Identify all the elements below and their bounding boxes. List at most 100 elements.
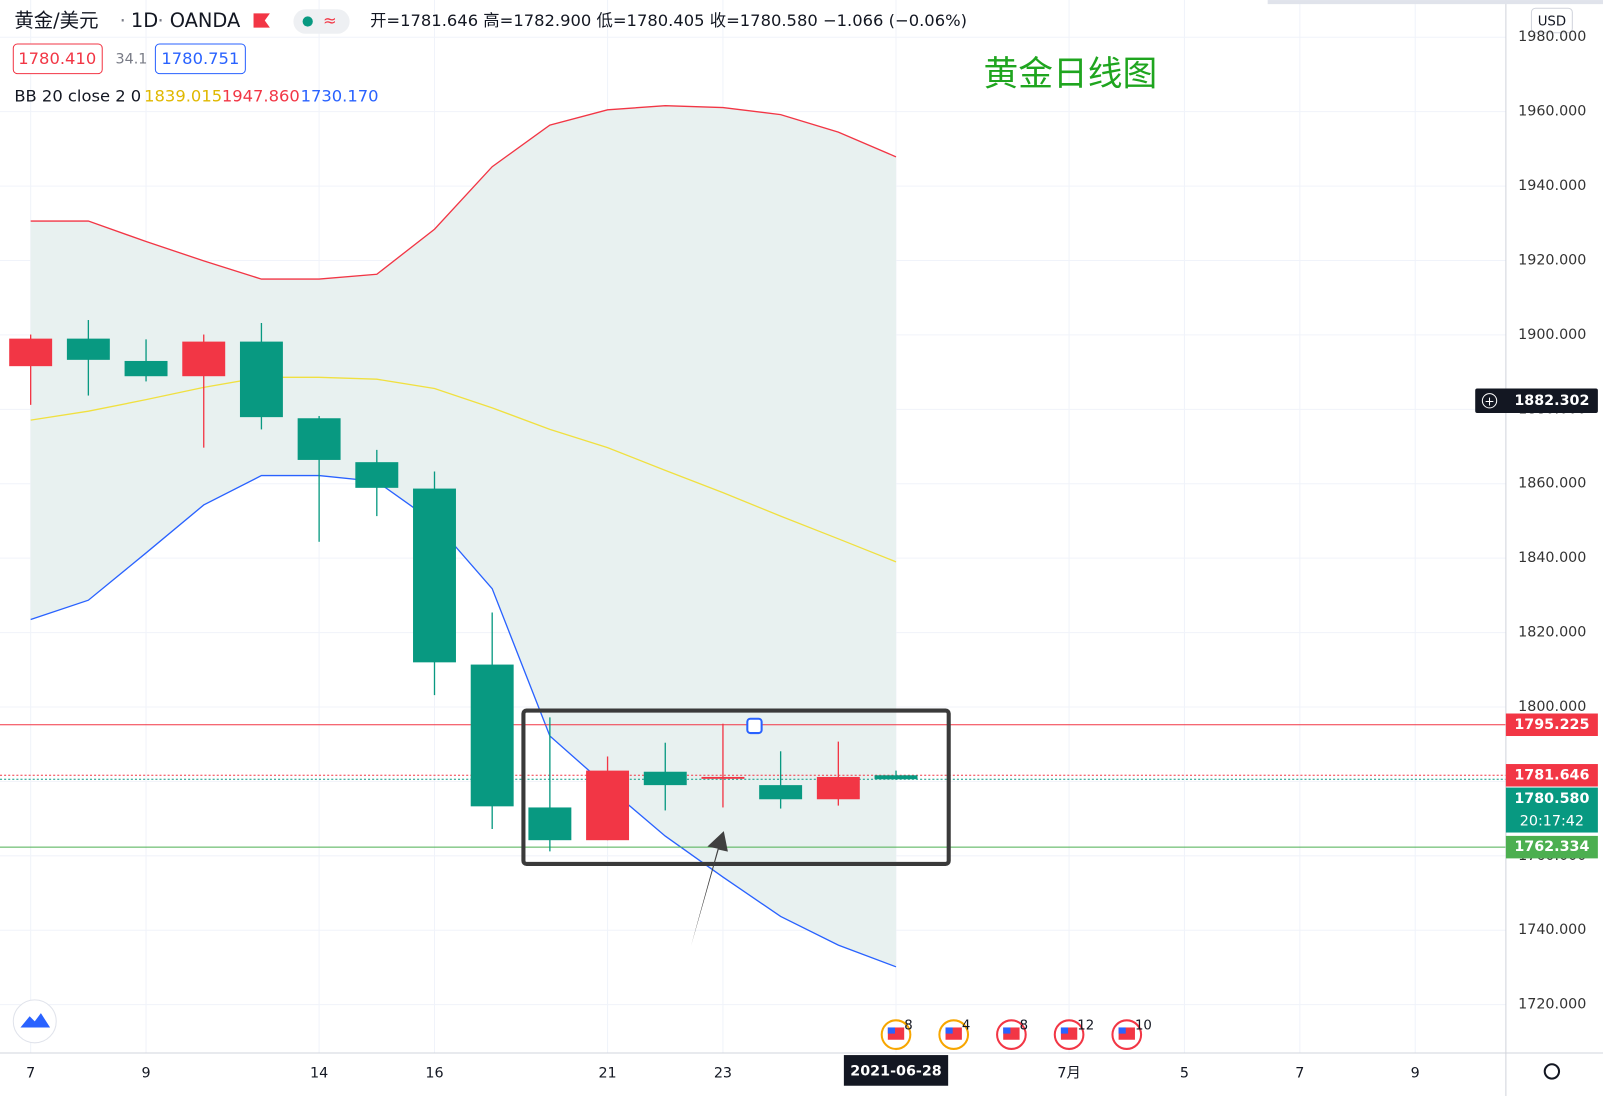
x-tick-label: 16 [425,1065,443,1081]
candle-body [413,488,456,663]
event[interactable]: 12 [1053,1018,1094,1050]
indicator-lower: 1730.170 [301,87,379,106]
band-line [30,376,897,563]
crosshair-plus: + [1484,394,1494,408]
event-flag [1060,1027,1069,1034]
ohlc: 开=1781.646 高=1782.900 低=1780.405 收=1780.… [370,11,967,30]
x-tick-label: 7 [26,1065,35,1081]
buy-price[interactable]: 1780.751 [161,49,239,68]
event-flag [945,1027,953,1034]
x-tick-label: 9 [141,1065,150,1081]
candle-body [297,418,341,460]
symbol: 黄金/美元 [14,9,98,32]
event-count: 4 [962,1018,970,1033]
plot [0,320,1506,852]
x-cursor-box [843,1055,949,1086]
x-tick-label: 2021-06-28 [850,1063,942,1079]
event-count: 8 [1020,1018,1028,1033]
price-label: 1781.646 [1514,767,1589,783]
buy-button[interactable] [154,43,246,75]
crosshair-add [1481,393,1498,409]
indicator-name: BB 20 close 2 0 [14,87,141,106]
price-label-box [1505,713,1598,737]
y-tick-label: 1900.000 [1518,327,1586,343]
crosshair-label: 1882.302 [1514,393,1589,409]
event[interactable]: 10 [1111,1018,1152,1050]
y-tick-label: 1920.000 [1518,252,1586,268]
x-tick-label: 7月 [1057,1065,1080,1081]
candle-body [643,771,687,786]
band-line [30,474,897,968]
event[interactable]: 8 [996,1018,1028,1050]
candle-body [470,664,514,807]
y-tick-label: 1960.000 [1518,104,1586,120]
indicator-basis: 1839.015 [144,87,222,106]
price-label: 1780.580 [1514,791,1589,807]
status-icon: ≈ [323,11,337,30]
annotation-arrow [691,831,728,946]
sell-button[interactable] [12,43,103,75]
status-pill[interactable] [293,9,350,34]
price-label-box [1505,764,1598,787]
x-tick-label: 9 [1411,1065,1420,1081]
y-tick-label: 1940.000 [1518,178,1586,194]
y-tick-label: 1980.000 [1518,29,1586,45]
candle-body [874,775,918,780]
price-label-box [1505,787,1598,833]
spread: 34.1 [116,51,148,67]
source: OANDA [170,9,241,32]
x-tick-label: 14 [310,1065,328,1081]
annotation-text: 黄金日线图 [983,55,1157,95]
y-tick-label: 1860.000 [1518,476,1586,492]
flag-icon[interactable] [253,13,270,28]
price-label: 1795.225 [1514,717,1589,733]
crosshair-box [1475,388,1598,414]
event[interactable]: 4 [938,1018,970,1050]
event-flag [1003,1027,1011,1034]
event-count: 8 [904,1018,912,1033]
currency[interactable]: USD [1538,15,1566,30]
band-line [30,105,897,280]
countdown: 20:17:42 [1520,813,1584,829]
candle-body [586,770,630,841]
candle-body [182,341,226,377]
y-tick-label: 1820.000 [1518,625,1586,641]
indicator-upper: 1947.860 [222,87,300,106]
top-edge [1267,0,1603,5]
candle-body [816,776,860,800]
candle-body [355,462,399,488]
status-dot [302,16,313,27]
price-label: 1762.334 [1514,839,1589,855]
event-count: 12 [1077,1018,1094,1033]
candle-body [124,360,168,377]
event-flag [1118,1027,1126,1034]
candle-body [9,338,53,367]
logo-mark [20,1013,51,1028]
candle-body [66,338,110,360]
event-count: 10 [1135,1018,1152,1033]
y-tick-label: 1840.000 [1518,550,1586,566]
band-fill [30,105,897,967]
selection-handle[interactable] [746,717,763,735]
settings-icon[interactable] [1543,1063,1561,1080]
annotation-box [521,708,951,866]
y-tick-label: 1740.000 [1518,922,1586,938]
x-tick-label: 23 [714,1065,732,1081]
separator: · [120,9,126,32]
candle-body [528,807,572,841]
band [30,105,897,968]
candle-body [701,776,745,779]
candle-body [239,341,283,418]
x-tick-label: 7 [1295,1065,1304,1081]
separator: · [157,9,163,32]
sell-price[interactable]: 1780.410 [18,49,96,68]
event[interactable]: 8 [880,1018,913,1050]
currency-button[interactable] [1530,7,1573,34]
interval: 1D [131,9,158,32]
price-label-box [1505,835,1598,859]
y-tick-label: 1720.000 [1518,997,1586,1013]
candle-body [759,785,803,800]
event-flag [887,1027,895,1034]
x-tick-label: 21 [598,1065,616,1081]
